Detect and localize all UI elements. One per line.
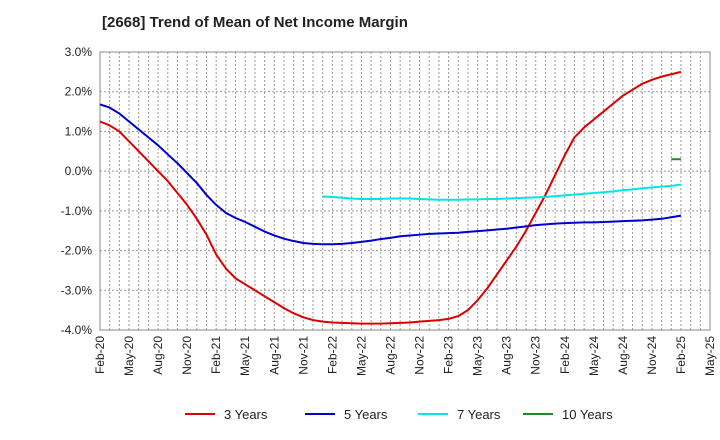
y-tick-label: 2.0%: [65, 85, 93, 99]
x-tick-label: May-25: [703, 336, 717, 376]
x-tick-label: May-21: [238, 336, 252, 376]
y-tick-label: 0.0%: [65, 164, 93, 178]
x-tick-label: Feb-24: [558, 336, 572, 374]
y-tick-label: -4.0%: [61, 323, 93, 337]
x-tick-label: Aug-24: [616, 336, 630, 375]
series-lines: [99, 70, 682, 325]
y-tick-label: 3.0%: [65, 45, 93, 59]
x-axis-ticks: Feb-20 May-20 Aug-20 Nov-20 Feb-21 May-21 Aug-…: [93, 336, 717, 376]
x-tick-label: May-23: [471, 336, 485, 376]
legend-label: 5 Years: [344, 407, 388, 422]
x-tick-label: Nov-20: [180, 336, 194, 375]
x-tick-label: Aug-20: [151, 336, 165, 375]
legend-label: 7 Years: [457, 407, 501, 422]
x-tick-label: Nov-23: [529, 336, 543, 375]
x-tick-label: Feb-23: [442, 336, 456, 374]
legend: 3 Years 5 Years 7 Years 10 Years: [185, 407, 613, 422]
series-line-5-years: [99, 103, 682, 246]
x-tick-label: Feb-21: [209, 336, 223, 374]
x-tick-label: May-22: [354, 336, 368, 376]
series-line-7-years: [322, 183, 682, 201]
y-tick-label: 1.0%: [65, 124, 93, 138]
x-tick-label: Nov-22: [413, 336, 427, 375]
y-tick-label: -1.0%: [61, 204, 93, 218]
x-tick-label: Feb-25: [674, 336, 688, 374]
y-axis-ticks: 3.0% 2.0% 1.0% 0.0% -1.0% -2.0% -3.0% -4.0%: [61, 45, 93, 337]
x-tick-label: Nov-24: [645, 336, 659, 375]
legend-label: 3 Years: [224, 407, 268, 422]
x-tick-label: Aug-23: [500, 336, 514, 375]
x-tick-label: Aug-22: [383, 336, 397, 375]
x-tick-label: May-20: [122, 336, 136, 376]
x-tick-label: Feb-22: [325, 336, 339, 374]
series-line-3-years: [99, 70, 682, 325]
y-tick-label: -3.0%: [61, 283, 93, 297]
x-tick-label: Aug-21: [267, 336, 281, 375]
legend-label: 10 Years: [562, 407, 613, 422]
x-tick-label: May-24: [587, 336, 601, 376]
chart-title: [2668] Trend of Mean of Net Income Margi…: [102, 14, 408, 31]
x-tick-label: Nov-21: [296, 336, 310, 375]
x-tick-label: Feb-20: [93, 336, 107, 374]
y-tick-label: -2.0%: [61, 244, 93, 258]
plot-area: [99, 51, 711, 331]
